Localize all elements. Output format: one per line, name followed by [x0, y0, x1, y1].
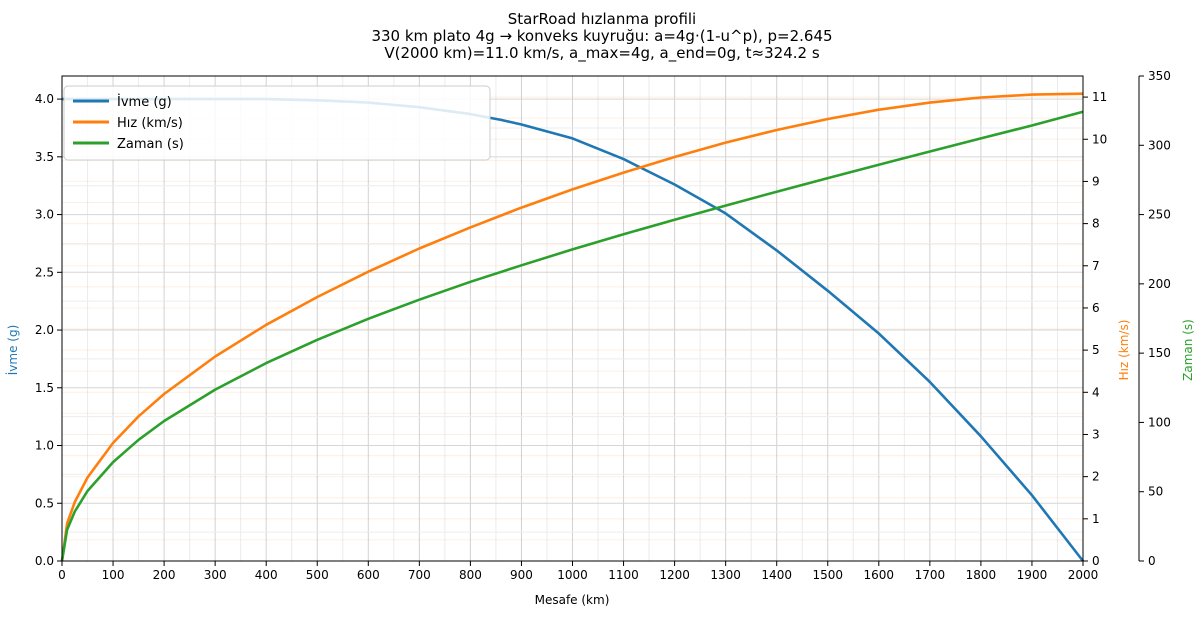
x-tick-label: 700 [408, 568, 431, 582]
x-tick-label: 300 [204, 568, 227, 582]
left-tick-label: 1.5 [35, 381, 54, 395]
left-tick-label: 2.0 [35, 323, 54, 337]
x-tick-label: 2000 [1068, 568, 1099, 582]
x-tick-label: 0 [58, 568, 66, 582]
x-tick-label: 100 [102, 568, 125, 582]
x-tick-label: 1200 [659, 568, 690, 582]
left-tick-label: 3.0 [35, 208, 54, 222]
legend-label-time: Zaman (s) [117, 137, 184, 152]
right-tick-label: 8 [1092, 217, 1100, 231]
right-tick-label: 11 [1092, 90, 1107, 104]
x-tick-label: 1700 [915, 568, 946, 582]
right2-tick-label: 150 [1148, 346, 1171, 360]
x-tick-label: 1500 [812, 568, 843, 582]
right-tick-label: 9 [1092, 174, 1100, 188]
right-tick-label: 5 [1092, 343, 1100, 357]
x-tick-label: 1000 [557, 568, 588, 582]
left-tick-label: 4.0 [35, 92, 54, 106]
chart-title-line-1: StarRoad hızlanma profili [508, 10, 696, 28]
x-tick-label: 500 [306, 568, 329, 582]
x-tick-label: 400 [255, 568, 278, 582]
right2-tick-label: 0 [1148, 554, 1156, 568]
right-tick-label: 7 [1092, 259, 1100, 273]
left-tick-label: 2.5 [35, 265, 54, 279]
right-tick-label: 1 [1092, 512, 1100, 526]
legend-box [63, 85, 491, 161]
left-tick-label: 0.0 [35, 554, 54, 568]
right-tick-label: 0 [1092, 554, 1100, 568]
x-tick-label: 1900 [1017, 568, 1048, 582]
x-tick-label: 1600 [864, 568, 895, 582]
right-tick-label: 4 [1092, 385, 1100, 399]
chart-title-line-3: V(2000 km)=11.0 km/s, a_max=4g, a_end=0g… [384, 44, 819, 63]
left-axis-label: İvme (g) [5, 325, 20, 376]
right2-tick-label: 50 [1148, 485, 1163, 499]
right2-tick-label: 350 [1148, 69, 1171, 83]
left-tick-label: 1.0 [35, 439, 54, 453]
right-tick-label: 6 [1092, 301, 1100, 315]
x-tick-label: 1300 [710, 568, 741, 582]
right2-axis-label: Zaman (s) [1181, 319, 1195, 381]
x-axis-label: Mesafe (km) [535, 593, 610, 607]
chart-title-line-2: 330 km plato 4g → konveks kuyruğu: a=4g·… [371, 27, 832, 45]
x-tick-label: 1100 [608, 568, 639, 582]
right-axis-label: Hız (km/s) [1117, 320, 1131, 381]
legend: İvme (g) Hız (km/s) Zaman (s) [63, 85, 491, 161]
right2-tick-label: 100 [1148, 415, 1171, 429]
x-tick-label: 1400 [761, 568, 792, 582]
right-tick-label: 10 [1092, 132, 1107, 146]
left-tick-label: 3.5 [35, 150, 54, 164]
right-tick-label: 3 [1092, 427, 1100, 441]
x-tick-label: 200 [153, 568, 176, 582]
x-tick-label: 1800 [966, 568, 997, 582]
right2-tick-label: 250 [1148, 208, 1171, 222]
series-line-1 [60, 92, 1084, 562]
right2-tick-label: 300 [1148, 138, 1171, 152]
legend-label-acceleration: İvme (g) [117, 94, 172, 110]
right2-tick-label: 200 [1148, 277, 1171, 291]
x-tick-label: 800 [459, 568, 482, 582]
right-tick-label: 2 [1092, 470, 1100, 484]
left-tick-label: 0.5 [35, 496, 54, 510]
legend-label-velocity: Hız (km/s) [117, 116, 183, 131]
x-tick-label: 900 [510, 568, 533, 582]
series-line-2 [60, 110, 1084, 562]
x-tick-label: 600 [357, 568, 380, 582]
